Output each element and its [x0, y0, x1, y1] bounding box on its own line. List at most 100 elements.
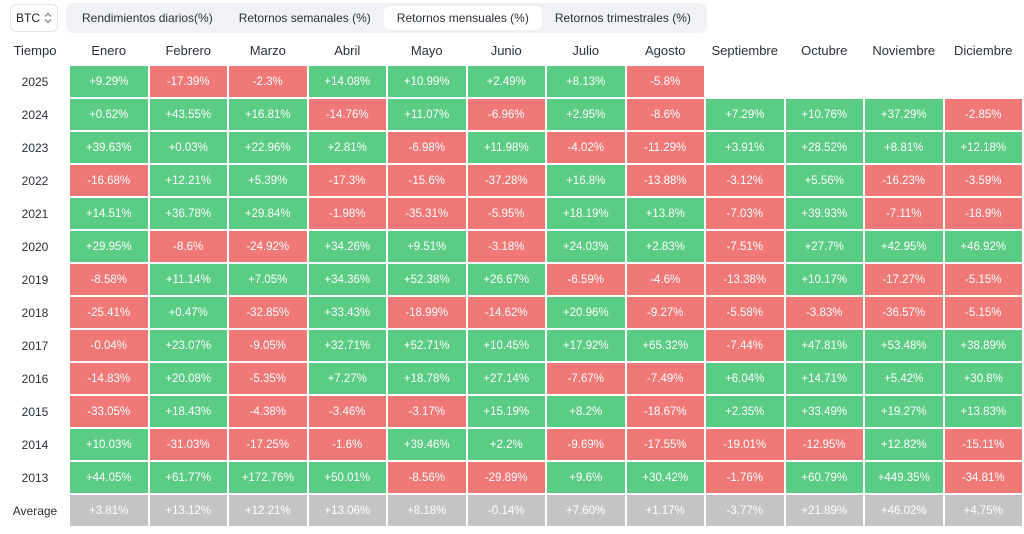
- table-row: 2015 -33.05% +18.43% -4.38% -3.46% -3.17% +15.…: [2, 396, 1022, 427]
- return-cell: +10.17%: [785, 264, 863, 295]
- return-cell: -5.15%: [944, 297, 1022, 328]
- return-cell: +61.77%: [149, 462, 227, 493]
- return-cell: +29.84%: [229, 198, 307, 229]
- return-cell: -15.11%: [944, 429, 1022, 460]
- column-header-month: Junio: [490, 43, 522, 58]
- return-cell: -18.67%: [626, 396, 704, 427]
- return-cell: -4.38%: [229, 396, 307, 427]
- return-cell: +12.82%: [865, 429, 943, 460]
- year-label: 2024: [21, 107, 49, 122]
- tab-daily[interactable]: Rendimientos diarios(%): [82, 11, 213, 25]
- toolbar: BTC Rendimientos diarios(%) Retornos sem…: [10, 3, 707, 33]
- average-cell: +1.17%: [626, 495, 704, 526]
- return-cell: +52.71%: [388, 330, 466, 361]
- return-cell: -29.89%: [467, 462, 545, 493]
- return-cell: -17.27%: [865, 264, 943, 295]
- return-cell: -2.85%: [944, 99, 1022, 130]
- return-cell: +7.05%: [229, 264, 307, 295]
- average-cell: -0.14%: [467, 495, 545, 526]
- table-row: 2021 +14.51% +36.78% +29.84% -1.98% -35.31% -5…: [2, 198, 1022, 229]
- table-row: 2023 +39.63% +0.03% +22.96% +2.81% -6.98% +11.…: [2, 132, 1022, 163]
- return-cell: +42.95%: [865, 231, 943, 262]
- average-cell: +46.02%: [865, 495, 943, 526]
- return-cell: -3.46%: [308, 396, 386, 427]
- return-cell: +18.78%: [388, 363, 466, 394]
- table-row: 2018 -25.41% +0.47% -32.85% +33.43% -18.99% -1…: [2, 297, 1022, 328]
- tab-quarterly[interactable]: Retornos trimestrales (%): [554, 11, 691, 25]
- return-cell: -8.56%: [388, 462, 466, 493]
- return-cell: +50.01%: [308, 462, 386, 493]
- tab-monthly[interactable]: Retornos mensuales (%): [383, 6, 542, 30]
- average-cell: +3.81%: [70, 495, 148, 526]
- return-cell: +0.03%: [149, 132, 227, 163]
- return-cell: -2.3%: [229, 66, 307, 97]
- return-cell: +10.45%: [467, 330, 545, 361]
- return-cell: +39.63%: [70, 132, 148, 163]
- table-body: 2025 +9.29% -17.39% -2.3% +14.08% +10.99% +2.4…: [2, 66, 1022, 526]
- column-header-month: Marzo: [249, 43, 286, 58]
- return-cell: +20.08%: [149, 363, 227, 394]
- return-cell: -31.03%: [149, 429, 227, 460]
- asset-select[interactable]: BTC: [10, 4, 58, 32]
- return-cell: +2.81%: [308, 132, 386, 163]
- table-row: 2025 +9.29% -17.39% -2.3% +14.08% +10.99% +2.4…: [2, 66, 1022, 97]
- table-row: 2013 +44.05% +61.77% +172.76% +50.01% -8.56% -…: [2, 462, 1022, 493]
- return-cell: +65.32%: [626, 330, 704, 361]
- table-row: 2014 +10.03% -31.03% -17.25% -1.6% +39.46% +2.…: [2, 429, 1022, 460]
- return-cell: +39.46%: [388, 429, 466, 460]
- return-cell: +172.76%: [229, 462, 307, 493]
- return-cell: +33.43%: [308, 297, 386, 328]
- return-cell: -14.76%: [308, 99, 386, 130]
- return-cell: -7.51%: [706, 231, 784, 262]
- average-row: Average +3.81% +13.12% +12.21% +13.06% +8.18%…: [2, 495, 1022, 526]
- return-cell: -4.02%: [547, 132, 625, 163]
- return-cell: +11.07%: [388, 99, 466, 130]
- year-label: 2014: [21, 437, 49, 452]
- return-cell: -12.95%: [785, 429, 863, 460]
- return-cell: +10.03%: [70, 429, 148, 460]
- tab-weekly[interactable]: Retornos semanales (%): [238, 11, 371, 25]
- return-cell: -3.59%: [944, 165, 1022, 196]
- year-label: 2015: [21, 404, 49, 419]
- return-cell: +9.6%: [547, 462, 625, 493]
- year-label: 2016: [21, 371, 49, 386]
- return-cell: +7.29%: [706, 99, 784, 130]
- return-cell: -5.95%: [467, 198, 545, 229]
- return-cell: +26.67%: [467, 264, 545, 295]
- return-cell: +7.27%: [308, 363, 386, 394]
- return-cell: +53.48%: [865, 330, 943, 361]
- return-cell: -9.27%: [626, 297, 704, 328]
- return-cell: -0.04%: [70, 330, 148, 361]
- return-cell: +2.35%: [706, 396, 784, 427]
- table-row: 2016 -14.83% +20.08% -5.35% +7.27% +18.78% +27…: [2, 363, 1022, 394]
- return-cell: +32.71%: [308, 330, 386, 361]
- return-cell: +17.92%: [547, 330, 625, 361]
- return-cell: -4.6%: [626, 264, 704, 295]
- column-header-month: Noviembre: [872, 43, 936, 58]
- return-cell: +6.04%: [706, 363, 784, 394]
- return-cell: +12.21%: [149, 165, 227, 196]
- return-cell: +34.36%: [308, 264, 386, 295]
- return-cell: +27.7%: [785, 231, 863, 262]
- return-cell: +19.27%: [865, 396, 943, 427]
- return-cell: -37.28%: [467, 165, 545, 196]
- empty-cell: [945, 66, 1023, 97]
- average-cell: -3.77%: [706, 495, 784, 526]
- return-cell: +11.98%: [467, 132, 545, 163]
- return-cell: -5.15%: [944, 264, 1022, 295]
- return-cell: -7.49%: [626, 363, 704, 394]
- return-cell: +5.56%: [785, 165, 863, 196]
- return-cell: -8.6%: [626, 99, 704, 130]
- return-cell: +38.89%: [944, 330, 1022, 361]
- return-cell: +10.99%: [388, 66, 466, 97]
- return-cell: +28.52%: [785, 132, 863, 163]
- year-label: 2017: [21, 338, 49, 353]
- return-cell: +5.42%: [865, 363, 943, 394]
- return-cell: +0.47%: [149, 297, 227, 328]
- column-header-month: Mayo: [410, 43, 443, 58]
- average-cell: +13.06%: [308, 495, 386, 526]
- return-cell: -6.98%: [388, 132, 466, 163]
- return-cell: -17.3%: [308, 165, 386, 196]
- return-cell: +16.81%: [229, 99, 307, 130]
- return-cell: +8.13%: [547, 66, 625, 97]
